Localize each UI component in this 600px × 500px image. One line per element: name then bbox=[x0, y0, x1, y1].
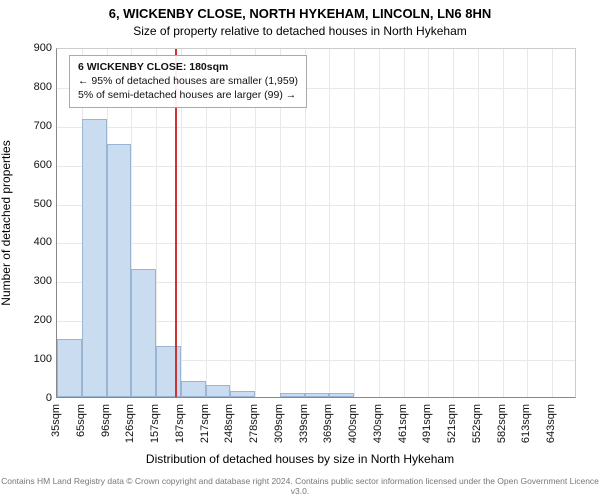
chart-title-line2: Size of property relative to detached ho… bbox=[0, 24, 600, 38]
gridline-v bbox=[478, 49, 479, 397]
histogram-bar bbox=[329, 393, 354, 397]
gridline-v bbox=[552, 49, 553, 397]
x-tick-label: 552sqm bbox=[471, 404, 483, 443]
annotation-box: 6 WICKENBY CLOSE: 180sqm ← 95% of detache… bbox=[69, 55, 307, 108]
x-tick-label: 400sqm bbox=[347, 404, 359, 443]
gridline-h bbox=[57, 127, 575, 128]
annotation-line1: 6 WICKENBY CLOSE: 180sqm bbox=[78, 61, 228, 73]
plot-area: 6 WICKENBY CLOSE: 180sqm ← 95% of detache… bbox=[56, 48, 576, 398]
x-tick-label: 217sqm bbox=[199, 404, 211, 443]
gridline-v bbox=[527, 49, 528, 397]
histogram-bar bbox=[82, 119, 107, 397]
histogram-bar bbox=[131, 269, 156, 397]
x-tick-label: 613sqm bbox=[520, 404, 532, 443]
y-tick-label: 100 bbox=[12, 353, 52, 365]
histogram-bar bbox=[57, 339, 82, 397]
x-tick-label: 187sqm bbox=[174, 404, 186, 443]
y-tick-label: 400 bbox=[12, 236, 52, 248]
gridline-v bbox=[453, 49, 454, 397]
histogram-bar bbox=[156, 346, 181, 397]
x-tick-label: 491sqm bbox=[421, 404, 433, 443]
gridline-v bbox=[329, 49, 330, 397]
x-tick-label: 521sqm bbox=[446, 404, 458, 443]
y-tick-label: 500 bbox=[12, 198, 52, 210]
x-tick-label: 430sqm bbox=[372, 404, 384, 443]
x-tick-label: 339sqm bbox=[298, 404, 310, 443]
gridline-h bbox=[57, 243, 575, 244]
x-tick-label: 461sqm bbox=[397, 404, 409, 443]
x-tick-label: 248sqm bbox=[223, 404, 235, 443]
y-tick-label: 900 bbox=[12, 42, 52, 54]
histogram-bar bbox=[107, 144, 132, 397]
gridline-v bbox=[379, 49, 380, 397]
chart-title-line1: 6, WICKENBY CLOSE, NORTH HYKEHAM, LINCOL… bbox=[0, 6, 600, 21]
annotation-line3: 5% of semi-detached houses are larger (9… bbox=[78, 89, 296, 101]
y-tick-label: 700 bbox=[12, 120, 52, 132]
x-tick-label: 369sqm bbox=[322, 404, 334, 443]
x-tick-label: 35sqm bbox=[50, 404, 62, 437]
x-axis-label: Distribution of detached houses by size … bbox=[0, 452, 600, 466]
attribution-text: Contains HM Land Registry data © Crown c… bbox=[0, 476, 600, 496]
histogram-bar bbox=[230, 391, 255, 397]
x-tick-label: 96sqm bbox=[100, 404, 112, 437]
histogram-bar bbox=[181, 381, 206, 397]
x-tick-label: 278sqm bbox=[248, 404, 260, 443]
histogram-bar bbox=[280, 393, 305, 397]
annotation-line2: ← 95% of detached houses are smaller (1,… bbox=[78, 75, 298, 87]
x-tick-label: 309sqm bbox=[273, 404, 285, 443]
gridline-v bbox=[354, 49, 355, 397]
x-tick-label: 65sqm bbox=[75, 404, 87, 437]
gridline-h bbox=[57, 205, 575, 206]
y-tick-label: 300 bbox=[12, 275, 52, 287]
gridline-v bbox=[428, 49, 429, 397]
y-tick-label: 0 bbox=[12, 392, 52, 404]
x-tick-label: 643sqm bbox=[545, 404, 557, 443]
y-tick-label: 200 bbox=[12, 314, 52, 326]
gridline-h bbox=[57, 166, 575, 167]
gridline-v bbox=[503, 49, 504, 397]
x-tick-label: 582sqm bbox=[496, 404, 508, 443]
histogram-bar bbox=[206, 385, 231, 397]
x-tick-label: 126sqm bbox=[124, 404, 136, 443]
histogram-bar bbox=[305, 393, 330, 397]
x-tick-label: 157sqm bbox=[149, 404, 161, 443]
gridline-v bbox=[404, 49, 405, 397]
y-tick-label: 600 bbox=[12, 159, 52, 171]
y-tick-label: 800 bbox=[12, 81, 52, 93]
